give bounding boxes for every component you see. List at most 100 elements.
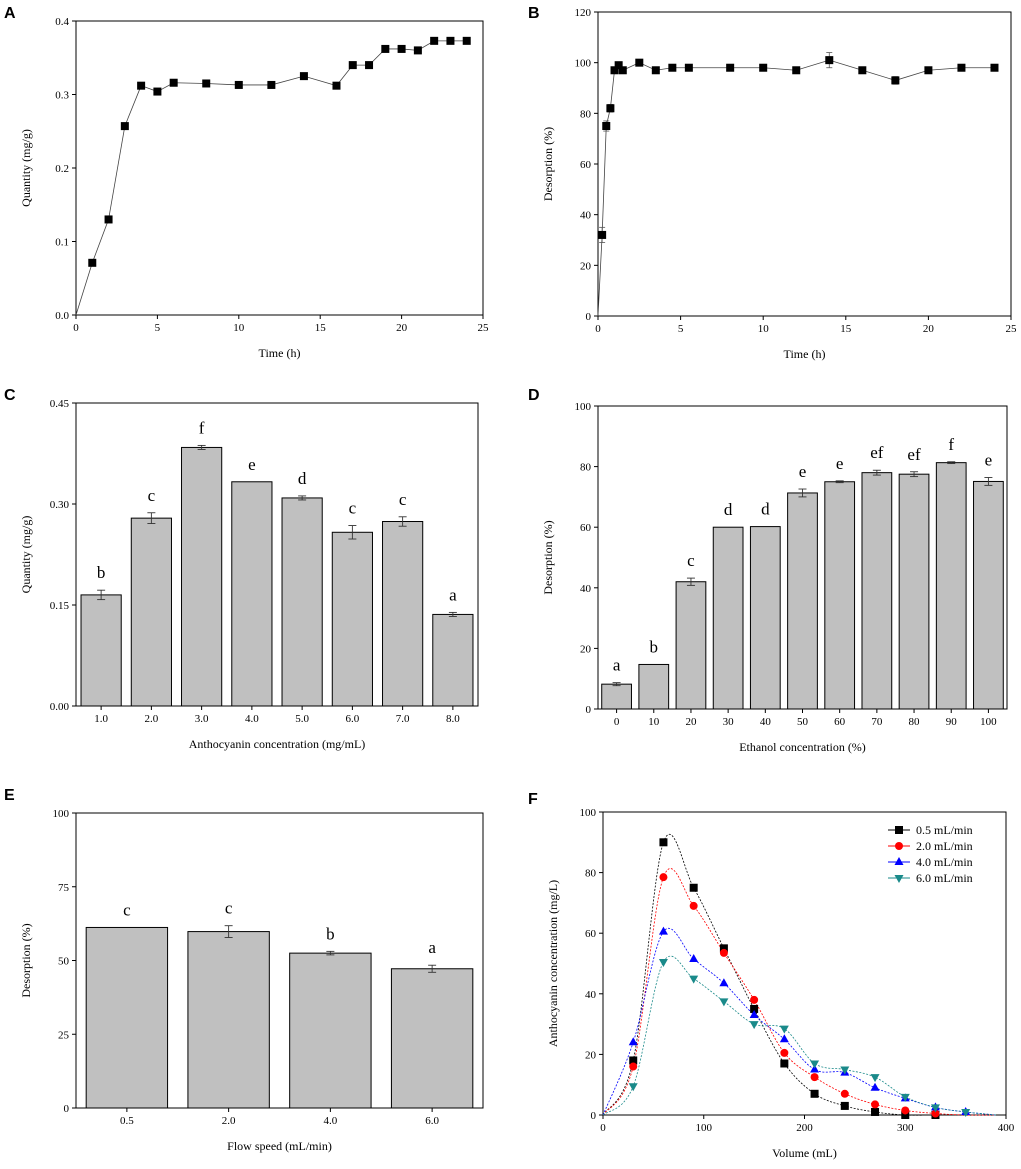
plot-frame [75,20,484,316]
bar [130,517,172,707]
data-point [658,926,668,935]
data-point [659,873,668,882]
y-tick-label: 25 [58,1029,70,1041]
bar [638,663,670,710]
plot-frame [597,11,1012,317]
significance-letter: b [97,563,106,582]
x-tick-label: 200 [796,1122,813,1134]
plot-frame [75,402,479,707]
x-tick-label: 0.5 [120,1115,134,1127]
data-point [750,1004,759,1013]
y-axis-title: Quantity (mg/g) [19,129,33,207]
y-tick-label: 60 [585,928,597,940]
x-tick-label: 100 [696,1122,713,1134]
y-tick-label: 120 [575,7,592,19]
y-tick-label: 0.4 [55,16,69,28]
x-tick-label: 4.0 [245,713,259,725]
significance-letter: a [449,585,457,604]
bar [85,926,169,1109]
bar [898,473,930,710]
data-point [618,66,627,75]
data-point [299,72,308,81]
x-tick-label: 0 [595,323,601,335]
legend-label: 2.0 mL/min [916,839,973,853]
x-tick-label: 20 [685,716,697,728]
legend-label: 4.0 mL/min [916,855,973,869]
fitted-curve [602,833,996,1116]
fitted-curve [602,928,996,1116]
panel-letter: A [4,5,16,22]
data-point [462,36,471,45]
x-tick-label: 10 [648,716,660,728]
x-tick-label: 40 [760,716,772,728]
y-tick-label: 0.3 [55,90,69,102]
data-point [810,1064,820,1073]
legend-marker [894,857,904,865]
data-point [614,61,623,70]
y-tick-label: 0.30 [50,499,70,511]
data-point [446,36,455,45]
data-point [719,978,729,987]
y-tick-label: 60 [580,522,592,534]
legend-marker [894,875,904,883]
y-tick-label: 0 [591,1110,597,1122]
legend-label: 0.5 mL/min [916,823,973,837]
bar [861,472,893,710]
data-point [689,975,699,984]
bar [712,526,744,710]
panel-letter: B [528,5,540,22]
panel-f: 0 20 40 60 80 100 0 100 200 300 400 Volume (mL) Anth… [528,791,1015,1160]
y-tick-label: 20 [580,643,592,655]
significance-letter: a [613,656,621,675]
y-tick-label: 0.1 [55,237,69,249]
bar [187,931,270,1109]
data-point [668,63,677,72]
bar [432,613,474,707]
data-point [628,1037,638,1046]
legend-marker [895,842,903,850]
bar [601,683,632,710]
bar [390,968,474,1109]
bar [675,581,707,710]
y-tick-label: 80 [580,462,592,474]
x-tick-label: 1.0 [94,713,108,725]
fitted-curve [602,955,996,1116]
data-point [719,998,729,1007]
x-axis-title: Time (h) [784,347,826,361]
y-tick-label: 80 [585,868,597,880]
data-point [719,944,728,953]
panel-b: 0 20 40 60 80 100 120 0 5 10 15 20 25 Time (h) Desorpt… [528,5,1017,361]
x-tick-label: 400 [998,1122,1015,1134]
data-point [891,76,900,85]
data-point [365,61,374,70]
y-tick-label: 0.00 [50,701,70,713]
x-tick-label: 15 [840,323,852,335]
significance-letter: c [687,551,695,570]
data-point [792,66,801,75]
data-point [610,66,619,75]
x-tick-label: 60 [834,716,846,728]
x-axis-title: Flow speed (mL/min) [227,1139,332,1153]
data-point [749,1021,759,1030]
data-point [397,44,406,53]
bar [824,481,856,710]
x-tick-label: 3.0 [195,713,209,725]
data-point [759,63,768,72]
y-tick-label: 100 [575,401,592,413]
significance-letter: e [799,462,807,481]
data-point [689,883,698,892]
bar [80,594,122,707]
x-tick-label: 2.0 [145,713,159,725]
x-tick-label: 25 [1006,323,1018,335]
data-point [840,1101,849,1110]
data-point [202,79,211,88]
y-tick-label: 0.45 [50,398,70,410]
y-tick-label: 40 [580,583,592,595]
y-axis-title: Desorption (%) [541,127,555,201]
significance-letter: c [399,490,407,509]
data-point [780,1048,789,1057]
data-point [726,63,735,72]
x-tick-label: 10 [233,322,245,334]
y-tick-label: 0 [64,1103,70,1115]
data-point [658,958,668,967]
